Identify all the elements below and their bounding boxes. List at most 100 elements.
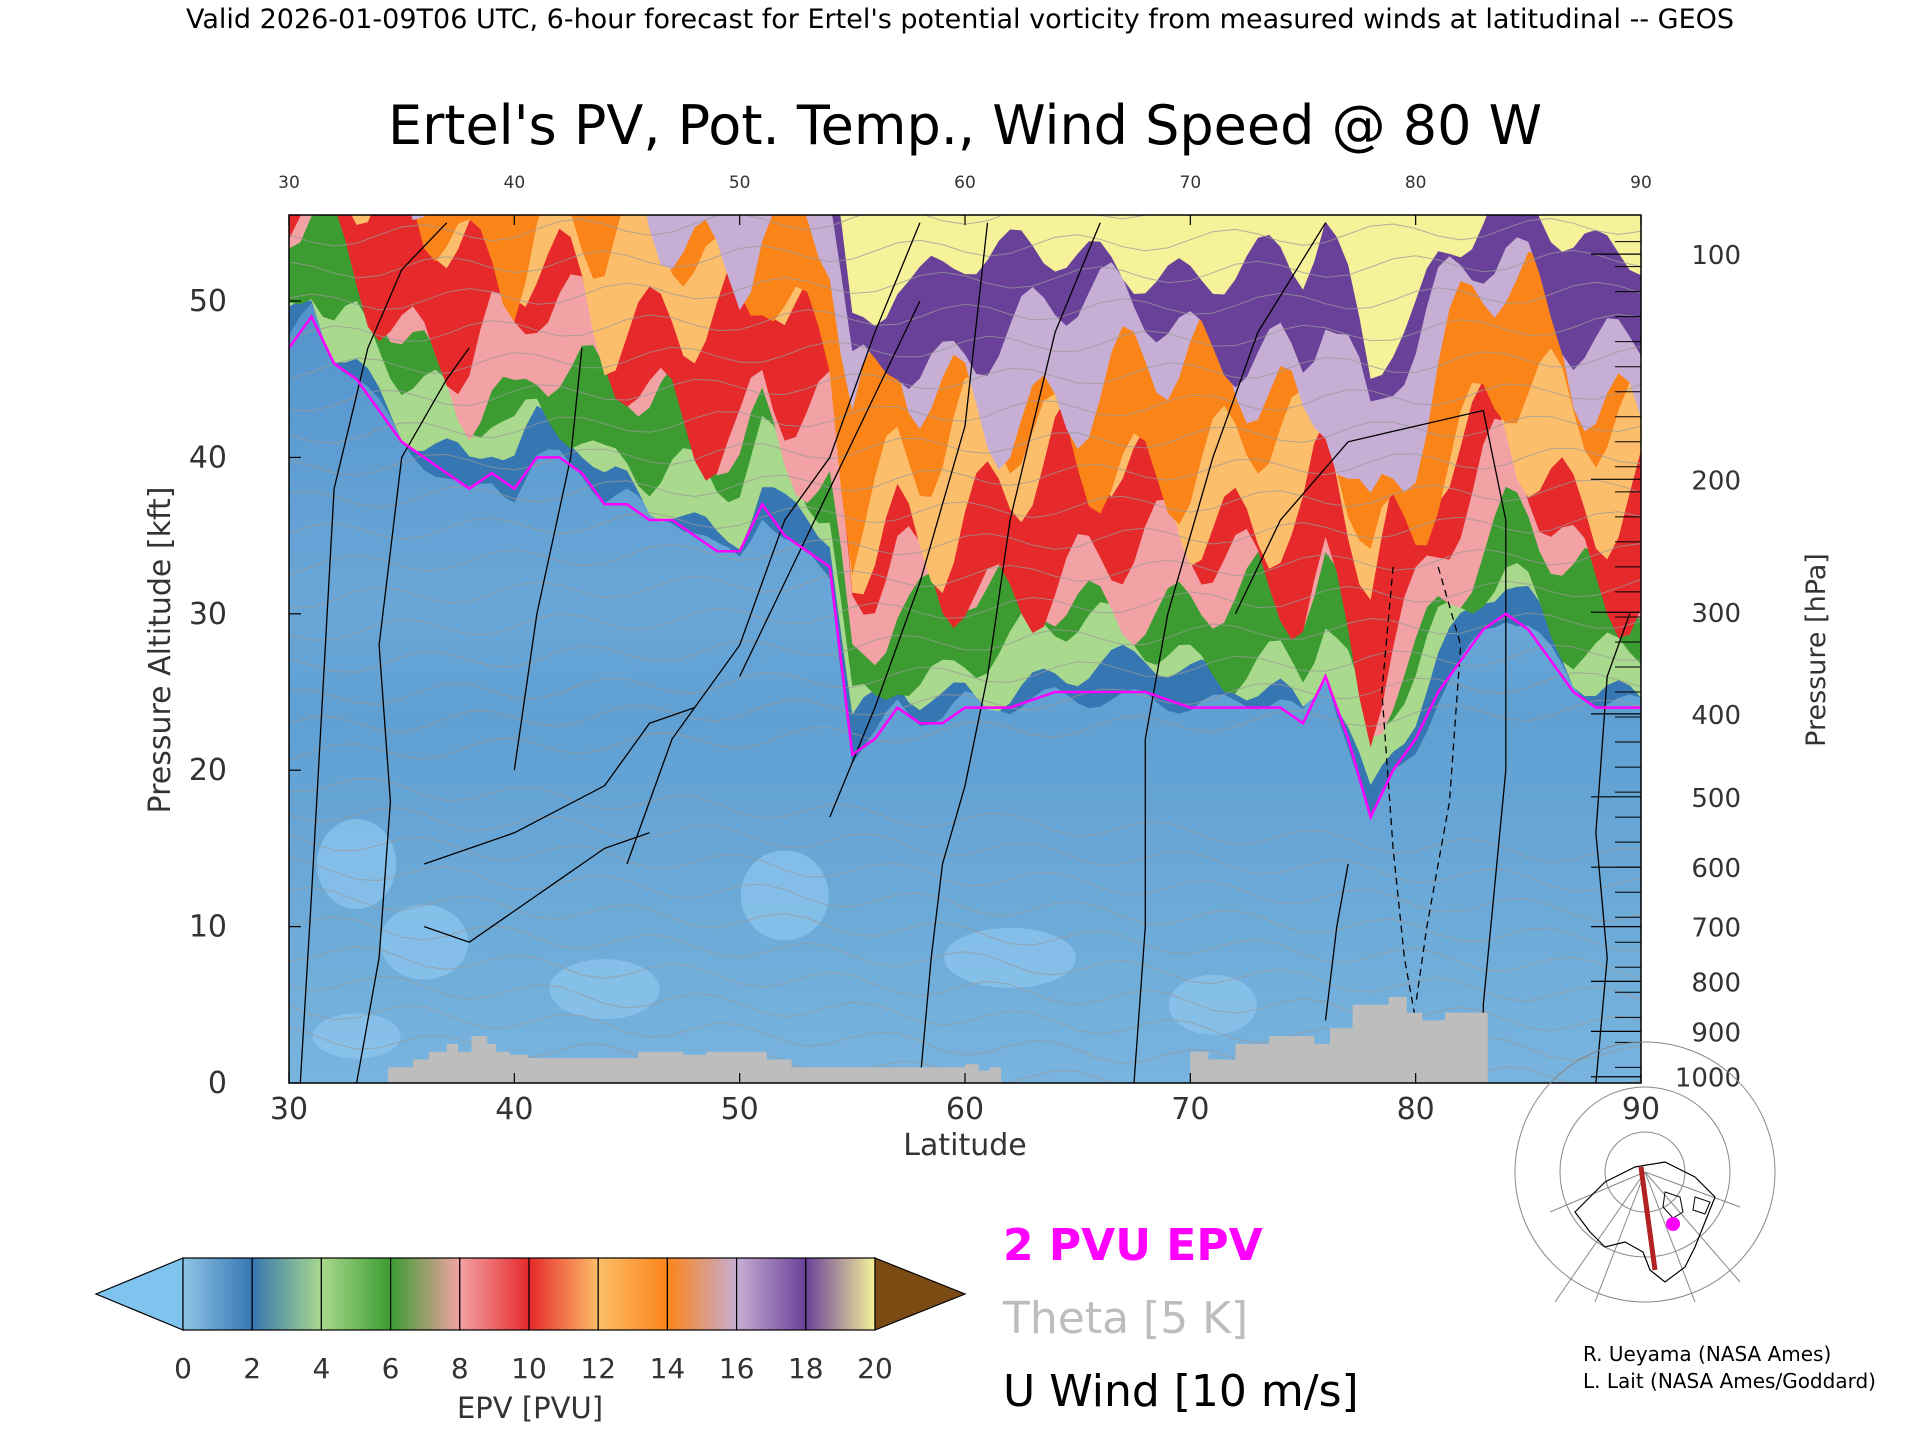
pressure-tick-label: 100 [1691, 241, 1741, 271]
theta-line [289, 313, 1641, 380]
wind-line [1133, 222, 1327, 1083]
colorbar: 0 2 4 6 8 10 12 14 16 18 20 [94, 1257, 967, 1385]
pressure-tick-label: 300 [1691, 599, 1741, 629]
wind-line [513, 347, 583, 771]
wind-line [739, 300, 921, 677]
x-tick-label-top: 50 [729, 173, 751, 193]
pressure-tick-label: 500 [1691, 784, 1741, 814]
colorbar-tick-label: 2 [243, 1352, 261, 1385]
x-tick-label-top: 30 [278, 173, 300, 193]
colorbar-bin [320, 1257, 392, 1331]
theta-line [289, 778, 1641, 863]
pv-patch [317, 819, 397, 910]
theta-line [289, 281, 1641, 342]
pv-bands [289, 215, 1641, 1059]
colorbar-bin [597, 1257, 669, 1331]
x-tick-label: 50 [721, 1092, 759, 1127]
pressure-tick-label: 200 [1691, 466, 1741, 496]
pressure-tick-label: 600 [1691, 854, 1741, 884]
colorbar-tick-label: 10 [511, 1352, 547, 1385]
y-tick-label: 20 [189, 753, 227, 788]
pv-patch [549, 959, 660, 1020]
chart-title: Ertel's PV, Pot. Temp., Wind Speed @ 80 … [388, 94, 1542, 157]
theta-line [289, 578, 1641, 641]
wind-line-negative [1381, 566, 1417, 1021]
two-pvu-contour [289, 314, 1641, 821]
colorbar-bin [528, 1257, 599, 1331]
y-tick-label: 0 [208, 1066, 227, 1101]
wind-line [1595, 613, 1631, 1083]
legend-theta: Theta [5 K] [1002, 1293, 1248, 1344]
pv-patch [944, 927, 1077, 988]
theta-line [289, 833, 1641, 922]
y-tick-label: 10 [189, 910, 227, 945]
colorbar-tick-label: 16 [719, 1352, 755, 1385]
pv-patch [1168, 974, 1257, 1035]
wind-line [919, 222, 1101, 1083]
location-map [1514, 1041, 1776, 1303]
colorbar-over-arrow [874, 1257, 967, 1331]
y-axis-label: Pressure Altitude [kft] [143, 487, 178, 814]
theta-line [289, 612, 1641, 673]
colorbar-bin [390, 1257, 461, 1331]
theta-line [289, 543, 1641, 609]
x-tick-label: 60 [946, 1092, 984, 1127]
wind-line [355, 347, 470, 1083]
y-axis-left: 0 10 20 30 40 50 [189, 284, 301, 1101]
theta-line [289, 886, 1641, 980]
x-tick-label-top: 80 [1405, 173, 1427, 193]
colorbar-tick-label: 8 [451, 1352, 469, 1385]
wind-line [1324, 863, 1349, 1021]
colorbar-tick-label: 0 [174, 1352, 192, 1385]
pressure-tick-label: 400 [1691, 701, 1741, 731]
colorbar-tick-label: 18 [788, 1352, 824, 1385]
x-tick-label: 90 [1622, 1092, 1660, 1127]
colorbar-tick-label: 14 [650, 1352, 686, 1385]
x-axis-bottom: 30 40 50 60 70 80 90 [270, 1073, 1660, 1127]
colorbar-under-arrow [94, 1257, 184, 1331]
theta-line [289, 415, 1641, 476]
theta-line [289, 916, 1641, 1002]
pv-patch [740, 850, 829, 941]
x-tick-label: 70 [1171, 1092, 1209, 1127]
wind-contours [299, 222, 1631, 1083]
pressure-tick-label: 800 [1691, 968, 1741, 998]
pv-band [840, 215, 1641, 379]
theta-line [289, 511, 1641, 576]
legend: 2 PVU EPV Theta [5 K] U Wind [10 m/s] [1002, 1220, 1359, 1417]
wind-line [626, 222, 921, 865]
pressure-tick-label: 900 [1691, 1018, 1741, 1048]
y-tick-label: 50 [189, 284, 227, 319]
x-tick-label-top: 70 [1180, 173, 1202, 193]
plot-area [289, 215, 1641, 1083]
x-tick-label-top: 90 [1630, 173, 1652, 193]
credit-2: L. Lait (NASA Ames/Goddard) [1583, 1369, 1876, 1393]
theta-line [289, 699, 1641, 762]
wind-line [423, 832, 650, 943]
y2-axis-label: Pressure [hPa] [1801, 553, 1832, 747]
colorbar-bin [735, 1257, 807, 1331]
colorbar-bin [666, 1257, 738, 1331]
wind-line [423, 706, 695, 865]
terrain [289, 997, 1641, 1083]
wind-line [1234, 409, 1507, 1083]
colorbar-bin [182, 1257, 253, 1331]
wind-line [299, 222, 448, 1083]
theta-line [289, 479, 1641, 540]
pressure-tick-label: 1000 [1675, 1064, 1741, 1094]
header-text: Valid 2026-01-09T06 UTC, 6-hour forecast… [186, 4, 1734, 35]
colorbar-bin [805, 1257, 876, 1331]
colorbar-bin [251, 1257, 322, 1331]
theta-line [289, 644, 1641, 705]
theta-line [289, 447, 1641, 508]
colorbar-tick-label: 12 [580, 1352, 616, 1385]
theta-line [289, 249, 1641, 311]
credit-1: R. Ueyama (NASA Ames) [1583, 1342, 1832, 1366]
y-tick-label: 30 [189, 597, 227, 632]
legend-uwind: U Wind [10 m/s] [1003, 1366, 1359, 1417]
wind-line-negative [1415, 566, 1462, 1005]
theta-line [289, 217, 1641, 279]
x-tick-label-top: 60 [954, 173, 976, 193]
x-axis-label: Latitude [903, 1128, 1026, 1163]
